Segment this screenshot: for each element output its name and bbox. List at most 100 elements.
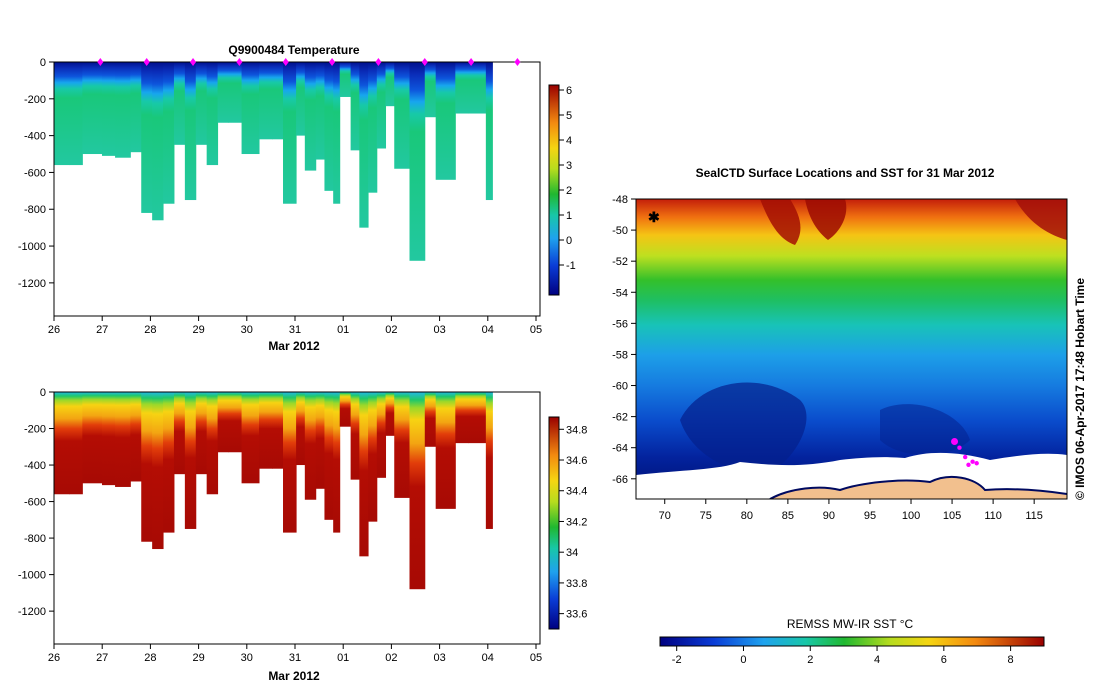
y-tick-label: -1000: [18, 241, 46, 253]
temperature-profile-column: [296, 62, 306, 136]
y-tick-label: -600: [24, 497, 46, 509]
colorbar-tick-label: 34.6: [566, 455, 587, 467]
salinity-profile-column: [296, 392, 306, 466]
x-tick-label: 03: [433, 324, 445, 336]
profile-marker: [190, 58, 197, 66]
temperature-columns: [54, 62, 493, 261]
salinity-profile-column: [455, 392, 469, 444]
salinity-profile-column: [141, 392, 153, 542]
sst-warm-patch: [760, 199, 801, 245]
sst-colorbar-tick-label: 8: [1008, 654, 1014, 666]
colorbar-tick-label: 1: [566, 210, 572, 222]
sst-gradient: [636, 199, 1067, 499]
lon-tick-label: 85: [782, 510, 794, 522]
temperature-profile-column: [82, 62, 103, 155]
temperature-profile-column: [141, 62, 153, 213]
sst-colorbar-tick-label: 2: [807, 654, 813, 666]
salinity-profile-column: [152, 392, 164, 550]
temperature-profile-column: [315, 62, 325, 160]
temperature-profile-column: [394, 62, 411, 169]
temperature-profile-column: [130, 62, 142, 153]
salinity-profile-column: [339, 392, 352, 427]
sst-colorbar-tick-label: -2: [672, 654, 682, 666]
seal-position-point: [970, 459, 975, 464]
island-symbol-icon: ✱: [648, 209, 660, 225]
temperature-profile-column: [272, 62, 284, 140]
lon-tick-label: 100: [902, 510, 920, 522]
sst-warm-patch: [1015, 199, 1067, 240]
sst-warm-patch: [805, 199, 847, 240]
y-tick-label: -800: [24, 533, 46, 545]
temperature-profile-column: [424, 62, 437, 118]
sst-colorbar-label: REMSS MW-IR SST °C: [787, 617, 914, 631]
temperature-y-axis: 0 -200 -400 -600 -800 -1000 -1200: [18, 57, 54, 290]
y-tick-label: -400: [24, 131, 46, 143]
salinity-colorbar: [548, 416, 560, 630]
salinity-x-axis: 26 27 28 29 30 31 01 02 03 04 05: [48, 644, 542, 664]
map-frame: [635, 198, 1068, 500]
imos-watermark: © IMOS 06-Apr-2017 17:48 Hobart Time: [1073, 278, 1087, 500]
x-tick-label: 28: [144, 652, 156, 664]
salinity-y-axis: 0 -200 -400 -600 -800 -1000 -1200: [18, 387, 54, 618]
temperature-profile-column: [54, 62, 70, 166]
salinity-profile-column: [376, 392, 387, 478]
lat-tick-label: -62: [612, 412, 628, 424]
temperature-profile-column: [324, 62, 334, 191]
lat-tick-label: -52: [612, 256, 628, 268]
lon-tick-label: 110: [984, 510, 1002, 522]
temperature-profile-column: [376, 62, 387, 149]
temperature-profile-column: [101, 62, 116, 156]
salinity-profile-column: [315, 392, 325, 489]
salinity-profile-column: [115, 392, 131, 487]
profile-marker: [236, 58, 243, 66]
x-tick-label: 29: [192, 324, 204, 336]
y-tick-label: -1200: [18, 606, 46, 618]
temperature-profile-column: [485, 62, 493, 201]
temperature-profile-column: [455, 62, 469, 114]
colorbar-tick-label: 34.2: [566, 516, 587, 528]
temperature-profile-column: [217, 62, 229, 123]
lon-tick-label: 90: [823, 510, 835, 522]
salinity-profile-column: [350, 392, 360, 480]
sst-colorbar-ticks: -2 0 2 4 6 8: [672, 646, 1014, 666]
salinity-profile-column: [394, 392, 411, 498]
lon-tick-label: 115: [1025, 510, 1043, 522]
lon-tick-label: 80: [741, 510, 753, 522]
temperature-colorbar-ticks: 6 5 4 3 2 1 0 -1: [559, 85, 576, 272]
salinity-profile-column: [54, 392, 70, 495]
temperature-profile-column: [304, 62, 317, 171]
salinity-profile-column: [385, 392, 395, 436]
x-tick-label: 27: [96, 324, 108, 336]
temperature-profile-column: [259, 62, 273, 140]
x-tick-label: 03: [433, 652, 445, 664]
salinity-profile-column: [173, 392, 186, 475]
colorbar-tick-label: 33.6: [566, 609, 587, 621]
temperature-profile-column: [152, 62, 164, 221]
map-latitude-axis: -48 -50 -52 -54 -56 -58 -60 -62 -64 -66: [612, 194, 636, 486]
x-tick-label: 04: [482, 652, 494, 664]
temperature-plot-frame: [53, 61, 541, 317]
lon-tick-label: 95: [864, 510, 876, 522]
temperature-profile-column: [241, 62, 260, 155]
salinity-profile-column: [69, 392, 83, 495]
lat-tick-label: -66: [612, 474, 628, 486]
profile-marker: [468, 58, 475, 66]
salinity-profile-column: [424, 392, 437, 447]
seal-position-point: [966, 462, 971, 468]
salinity-profile-column: [324, 392, 334, 520]
colorbar-tick-label: 34.4: [566, 486, 587, 498]
colorbar-tick-label: 0: [566, 235, 572, 247]
x-tick-label: 30: [241, 652, 253, 664]
salinity-profile-column: [163, 392, 175, 533]
seal-position-point: [963, 454, 968, 460]
salinity-profile-column: [206, 392, 219, 495]
temperature-profile-column: [350, 62, 360, 151]
x-tick-label: 27: [96, 652, 108, 664]
y-tick-label: -800: [24, 204, 46, 216]
colorbar-tick-label: 6: [566, 85, 572, 97]
lon-tick-label: 105: [943, 510, 961, 522]
salinity-panel: 0 -200 -400 -600 -800 -1000 -1200 26 27 28 29 30 31…: [18, 387, 588, 683]
colorbar-tick-label: 34.8: [566, 424, 587, 436]
x-tick-label: 04: [482, 324, 494, 336]
